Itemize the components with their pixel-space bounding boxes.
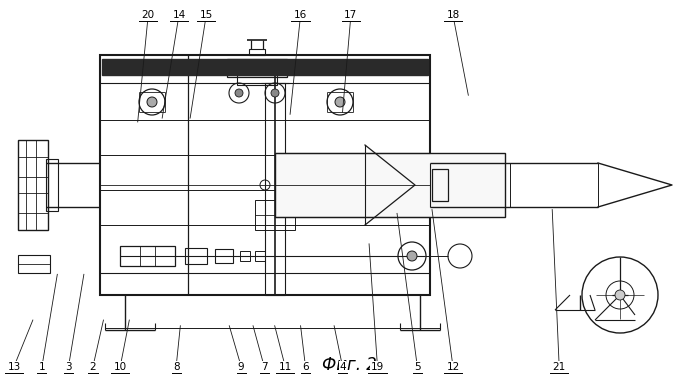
Bar [255,200,295,230]
Text: 7: 7 [261,362,268,371]
Bar [102,59,428,75]
Text: 20: 20 [142,10,154,20]
Text: 3: 3 [65,362,72,371]
Bar [120,246,175,266]
Circle shape [271,89,279,97]
Text: 13: 13 [8,362,20,371]
Bar [237,75,277,85]
Text: 4: 4 [339,362,346,371]
Text: 11: 11 [279,362,291,371]
Text: 14: 14 [173,10,185,20]
Bar [18,140,48,230]
Circle shape [335,97,345,107]
Bar [432,169,448,201]
Text: 18: 18 [447,10,459,20]
Text: 17: 17 [345,10,357,20]
Text: 16: 16 [294,10,307,20]
Bar [249,49,265,55]
Bar [215,249,233,263]
Text: 12: 12 [447,362,459,371]
Text: 19: 19 [371,362,384,371]
Bar [185,248,207,264]
Text: 5: 5 [414,362,421,371]
Bar [227,59,287,77]
Circle shape [615,290,625,300]
Text: 9: 9 [238,362,245,371]
Circle shape [147,97,157,107]
Bar [18,255,50,273]
Text: 15: 15 [200,10,212,20]
Bar [265,83,285,295]
Text: 10: 10 [114,362,127,371]
Bar [255,251,265,261]
Text: 8: 8 [173,362,180,371]
Bar [275,153,505,217]
Circle shape [235,89,243,97]
Bar [46,159,58,211]
Bar [240,251,250,261]
Text: 21: 21 [553,362,565,371]
Text: 6: 6 [302,362,309,371]
Bar [100,55,430,295]
Circle shape [407,251,417,261]
Text: 1: 1 [38,362,45,371]
Text: Фиг. 2: Фиг. 2 [322,356,377,374]
Text: 2: 2 [89,362,96,371]
